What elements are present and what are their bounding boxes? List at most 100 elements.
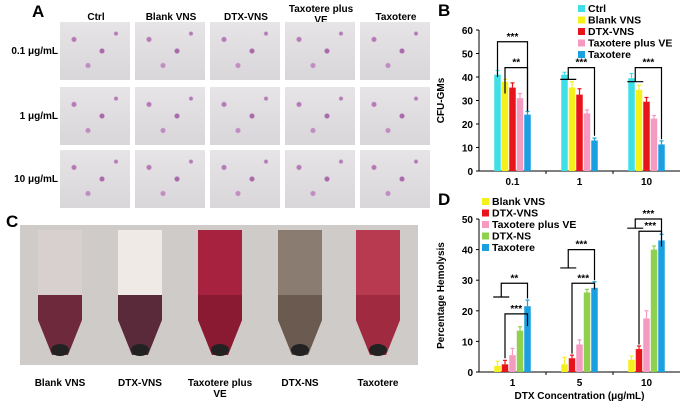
y-axis-label: Percentage Hemolysis — [436, 242, 447, 349]
y-tick-label: 50 — [462, 50, 474, 61]
bar — [524, 306, 531, 372]
micrograph-photo — [210, 150, 280, 208]
legend-label: Taxotere plus VE — [588, 38, 672, 50]
bar — [516, 98, 524, 171]
legend-label: Ctrl — [588, 3, 606, 15]
legend-label: Blank VNS — [492, 196, 545, 208]
y-tick-label: 0 — [467, 368, 473, 379]
bar — [658, 144, 665, 171]
bar — [635, 89, 643, 171]
y-tick-label: 40 — [462, 73, 474, 84]
micrograph-photo — [135, 150, 205, 208]
tube-photo: Taxotere — [338, 225, 418, 405]
tube-label: DTX-VNS — [118, 378, 162, 389]
significance-bracket — [567, 249, 596, 281]
panel-a-label: A — [32, 2, 45, 21]
y-tick-label: 30 — [462, 276, 474, 287]
tube-image — [260, 225, 340, 365]
bar — [568, 87, 576, 171]
significance-stars: *** — [577, 273, 589, 284]
y-tick-label: 20 — [462, 120, 474, 131]
chart-d: D 0 10 20 30 40 50 1 5 10 DTX Concentration (μg/mL… — [436, 190, 680, 402]
micrograph-photo — [285, 87, 355, 145]
bar — [583, 292, 591, 372]
panel-label: B — [438, 1, 450, 20]
y-tick-label: 60 — [462, 26, 474, 37]
x-tick-label: 5 — [577, 378, 583, 389]
bar — [561, 74, 568, 171]
column-label: Ctrl — [87, 12, 105, 23]
significance-bracket — [500, 282, 529, 299]
significance-stars: *** — [643, 209, 655, 220]
micrograph-photo — [285, 150, 355, 208]
row-label: 10 μg/mL — [14, 174, 58, 185]
legend-label: Taxotere — [588, 49, 631, 61]
legend-swatch — [578, 5, 585, 12]
bar — [494, 74, 501, 171]
significance-stars: *** — [644, 221, 656, 232]
bar — [509, 87, 516, 171]
bar — [591, 140, 598, 171]
micrograph-photo — [60, 22, 130, 80]
legend-swatch — [578, 28, 585, 35]
micrograph-photo — [60, 87, 130, 145]
micrograph-photo — [210, 87, 280, 145]
significance-stars: ** — [512, 58, 520, 69]
x-axis-label: DTX Concentration (μg/mL) — [515, 391, 645, 402]
legend-swatch — [482, 232, 489, 240]
bar — [635, 349, 643, 372]
legend-swatch — [482, 244, 489, 251]
row-label: 1 μg/mL — [19, 111, 58, 122]
tube-image — [20, 225, 100, 365]
bar — [591, 287, 598, 372]
bar — [501, 364, 509, 372]
legend-swatch — [578, 51, 585, 58]
bar — [650, 118, 658, 171]
significance-stars: ** — [510, 273, 518, 284]
y-tick-label: 50 — [462, 215, 474, 226]
bar — [583, 113, 591, 171]
legend-label: Taxotere plus VE — [492, 219, 576, 231]
x-tick-label: 10 — [641, 378, 653, 389]
panel-c-label: C — [6, 212, 19, 231]
y-tick-label: 10 — [462, 337, 474, 348]
tube-photo: Blank VNS — [20, 225, 100, 405]
micrograph-photo — [60, 150, 130, 208]
significance-bracket — [634, 218, 663, 235]
y-axis-label: CFU-GMs — [436, 77, 447, 123]
significance-bracket — [504, 67, 529, 112]
legend-swatch — [482, 221, 489, 228]
bar — [628, 78, 635, 171]
column-label: Taxotere plus VE — [288, 4, 354, 26]
legend-label: DTX-NS — [492, 231, 531, 243]
legend-label: DTX-VNS — [492, 208, 538, 220]
tube-label: Taxotere — [357, 378, 399, 389]
significance-stars: *** — [576, 240, 588, 251]
column-label: Taxotere — [375, 12, 417, 23]
micrograph-photo — [360, 87, 430, 145]
y-tick-label: 20 — [462, 307, 474, 318]
significance-bracket — [571, 282, 596, 354]
tube-label: Taxotere plus VE — [187, 378, 253, 400]
legend-label: Taxotere — [492, 242, 535, 254]
bar — [524, 114, 531, 171]
significance-bracket — [638, 230, 663, 345]
micrograph-photo — [210, 22, 280, 80]
column-label: Blank VNS — [145, 12, 197, 23]
micrograph-photo — [135, 22, 205, 80]
legend-swatch — [578, 39, 585, 47]
legend-swatch — [578, 16, 585, 24]
bar — [494, 365, 501, 372]
tube-photo: DTX-VNS — [100, 225, 180, 405]
legend-swatch — [482, 209, 489, 217]
x-tick-label: 1 — [577, 177, 583, 188]
x-tick-label: 10 — [641, 177, 653, 188]
tube-label: DTX-NS — [281, 378, 319, 389]
micrograph-photo — [360, 150, 430, 208]
tube-photo: DTX-NS — [260, 225, 340, 405]
significance-bracket — [567, 67, 596, 136]
bar — [509, 355, 516, 372]
y-tick-label: 30 — [462, 97, 474, 108]
significance-bracket — [634, 67, 663, 140]
